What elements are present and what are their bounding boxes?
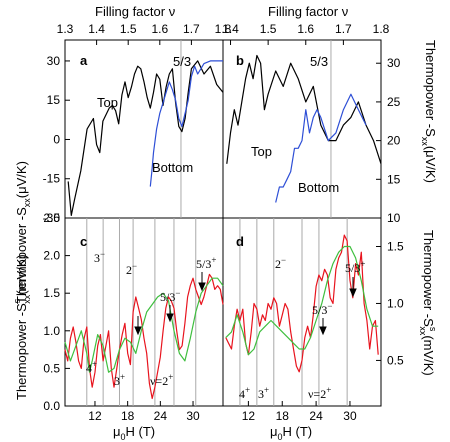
bottom-axis-title-right: μ0H (T) [270,424,312,442]
panel-b-letter: b [236,53,244,68]
top-ticklabel-b-4: 1.8 [373,22,390,36]
panel-c-arrowhead-2 [134,326,142,336]
top-ticklabel-b-2: 1.6 [297,22,314,36]
panel-c-series-0 [64,273,224,400]
right-top-ticklabel-4: 10 [387,211,401,225]
panel-a-letter: a [80,53,88,68]
panel-c-arrowhead-53p [198,282,206,292]
panel-d-anno-3-plus: 3+ [258,385,269,401]
top-ticklabel-b-0: 1.4 [222,22,239,36]
left-top-ticklabel-4: -30 [43,211,61,225]
top-ticklabel-a-1: 1.4 [88,22,105,36]
panel-d-series-0 [225,234,379,373]
right-top-ticklabel-2: 20 [387,134,401,148]
panel-a-frame [64,39,224,219]
panel-b-series-top [226,54,382,164]
top-axis-title-right: Filling factor ν [268,4,348,19]
panel-c-series-1 [64,277,224,373]
left-top-ticklabel-2: 0 [53,132,60,146]
right-top-ticklabel-3: 15 [387,172,401,186]
panel-c-frame [64,217,224,407]
right-axis-title-bottom: Thermopower -Ssxx(mV/K) [418,230,438,376]
bottom-ticklabel-c-2: 24 [154,409,168,423]
left-bottom-ticklabel-1: 2.0 [43,249,60,263]
right-top-ticklabel-1: 25 [387,95,401,109]
panel-c-anno-4-plus: 4+ [86,359,97,375]
panel-b-top-label: Top [251,144,272,159]
panel-c-arrowhead-53m [166,313,174,323]
top-ticklabel-b-1: 1.5 [260,22,277,36]
top-ticklabel-a-0: 1.3 [57,22,74,36]
panel-a-series-bottom [149,60,223,187]
panel-a-bottom-label: Bottom [152,160,193,175]
bottom-ticklabel-d-1: 18 [276,409,290,423]
panel-d-arrowhead-53p [349,288,357,298]
panel-b-anno-5-3: 5/3 [310,54,328,69]
panel-d-anno-5-3-minus: 5/3− [312,301,332,317]
panel-a-top-label: Top [97,95,118,110]
panel-a-anno-5-3: 5/3 [173,54,191,69]
left-bottom-ticklabel-2: 1.5 [43,286,60,300]
bottom-ticklabel-c-1: 18 [121,409,135,423]
panel-b-bottom-label: Bottom [298,180,339,195]
left-bottom-ticklabel-4: 0.5 [43,361,60,375]
top-ticklabel-a-4: 1.7 [183,22,200,36]
top-ticklabel-b-3: 1.7 [335,22,352,36]
panel-c-arrows [134,272,206,336]
left-axis-title-bottom: Thermopower -Ssxx(mV/K) [12,254,32,400]
panel-c-anno-5-3-plus: 5/3+ [196,255,216,271]
right-bottom-ticklabel-1: 1.0 [387,296,404,310]
panel-c-anno-5-3-minus: 5/3− [160,288,180,304]
bottom-axis-title-left: μ0H (T) [113,424,155,442]
panel-d-anno-5-3-plus: 5/3+ [345,259,365,275]
panel-d-arrows [319,277,357,336]
panel-d-anno-2-minus: 2− [275,255,286,271]
series-layer [64,54,382,400]
top-axis-title-left: Filling factor ν [95,4,175,19]
left-axis-title-top: Thermopower -Sxx(μV/K) [14,161,32,304]
left-bottom-ticklabel-3: 1.0 [43,324,60,338]
right-bottom-ticklabel-0: 1.5 [387,239,404,253]
panel-d-arrowhead-53m [319,326,327,336]
left-bottom-ticklabel-0: 2.5 [43,211,60,225]
panel-c-letter: c [80,234,87,249]
panel-d-letter: d [236,234,244,249]
reference-lines [86,40,348,406]
bottom-ticklabel-c-3: 30 [186,409,200,423]
panel-c-anno-3-minus: 3− [94,249,105,265]
panel-a-series-top [67,60,224,216]
panel-d-series-1 [225,245,379,356]
panel-c-anno-2-minus: 2− [126,261,137,277]
left-top-ticklabel-3: -15 [43,172,61,186]
bottom-ticklabel-d-2: 24 [309,409,323,423]
left-top-ticklabel-1: 15 [47,93,61,107]
bottom-ticklabel-d-0: 12 [242,409,256,423]
ticks-layer: 1.3 1.4 1.5 1.6 1.7 1.81.4 1.5 1.6 1.7 1.812 18 24 3… [43,22,404,423]
right-axis-title-top: Thermopower -Sxx(μV/K) [420,40,438,183]
left-top-ticklabel-0: 30 [47,54,61,68]
bottom-ticklabel-c-0: 12 [88,409,102,423]
panel-c-anno-nu2-plus: ν=2+ [150,372,173,388]
top-ticklabel-a-3: 1.6 [151,22,168,36]
panel-d-anno-nu2-plus: ν=2+ [308,385,331,401]
panel-c-anno-3-plus: 3+ [114,372,125,388]
bottom-ticklabel-d-3: 30 [343,409,357,423]
top-ticklabel-a-5: 1.8 [215,22,232,36]
right-top-ticklabel-0: 30 [387,56,401,70]
panel-d-anno-4-plus: 4+ [239,385,250,401]
panel-b-series-bottom [275,93,367,203]
right-bottom-ticklabel-2: 0.5 [387,353,404,367]
top-ticklabel-a-2: 1.5 [120,22,137,36]
left-bottom-ticklabel-5: 0.0 [43,399,60,413]
